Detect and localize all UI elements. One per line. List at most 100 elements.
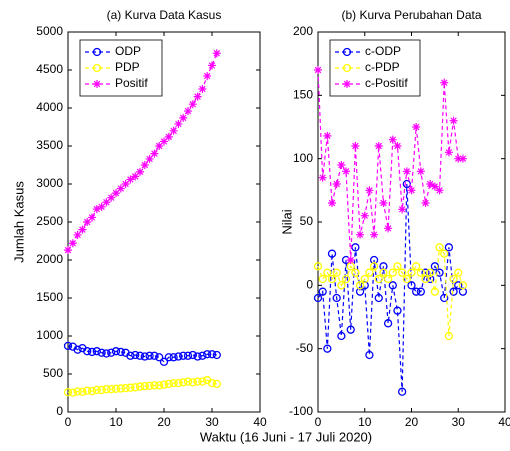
- data-point: [449, 287, 458, 296]
- data-point: [198, 377, 207, 386]
- data-point: [212, 350, 221, 360]
- data-point: [407, 268, 416, 277]
- data-point: [355, 287, 365, 296]
- x-tick-label: 0: [65, 415, 72, 429]
- data-point: [140, 161, 149, 169]
- data-point: [323, 344, 332, 353]
- data-point: [412, 287, 421, 296]
- x-tick-label: 30: [205, 415, 219, 429]
- data-point: [188, 100, 197, 109]
- data-point: [136, 167, 144, 176]
- y-tick-label: 1000: [36, 328, 63, 342]
- data-point: [107, 385, 116, 394]
- data-point: [150, 381, 159, 390]
- y-tick-label: 3000: [36, 176, 63, 190]
- data-point: [379, 268, 388, 277]
- data-point: [68, 239, 77, 248]
- data-point: [164, 132, 173, 141]
- data-point: [351, 142, 360, 150]
- data-point: [458, 281, 468, 290]
- data-point: [111, 347, 121, 356]
- data-point: [140, 382, 149, 391]
- data-point: [342, 167, 351, 176]
- y-tick-label: 2500: [36, 214, 63, 228]
- x-tick-label: 20: [405, 415, 419, 429]
- data-point: [449, 274, 458, 284]
- data-point: [388, 135, 397, 144]
- data-point: [150, 149, 159, 158]
- data-point: [313, 293, 323, 303]
- data-point: [337, 281, 346, 290]
- data-point: [426, 180, 435, 188]
- data-point: [155, 142, 164, 150]
- data-point: [360, 211, 369, 220]
- data-point: [374, 142, 383, 150]
- data-point: [369, 262, 379, 271]
- y-tick-label: 50: [300, 214, 314, 228]
- data-point: [346, 325, 355, 334]
- data-point: [193, 92, 202, 101]
- data-point: [314, 66, 322, 74]
- data-point: [97, 385, 106, 395]
- data-point: [351, 268, 360, 277]
- data-point: [374, 293, 383, 303]
- data-point: [435, 186, 444, 195]
- y-tick-label: 4000: [36, 100, 63, 114]
- data-point: [116, 384, 125, 393]
- data-point: [444, 331, 454, 341]
- data-point: [360, 274, 369, 284]
- data-point: [174, 352, 183, 361]
- data-point: [78, 387, 87, 397]
- data-point: [145, 154, 154, 163]
- data-point: [393, 306, 402, 315]
- data-point: [379, 262, 388, 271]
- data-point: [126, 175, 135, 184]
- data-point: [97, 348, 106, 357]
- data-point: [169, 126, 178, 135]
- data-point: [83, 218, 92, 226]
- data-point: [131, 172, 140, 181]
- legend-marker: [343, 80, 351, 88]
- data-point: [111, 384, 121, 393]
- data-point: [407, 186, 416, 195]
- y-tick-label: 0: [306, 278, 313, 292]
- data-point: [458, 154, 467, 163]
- data-point: [135, 351, 145, 360]
- data-point: [155, 353, 164, 362]
- data-point: [184, 107, 192, 116]
- data-point: [174, 378, 183, 388]
- series-line: [67, 345, 217, 363]
- data-point: [397, 268, 407, 277]
- data-point: [346, 256, 355, 264]
- data-point: [426, 268, 435, 277]
- data-point: [318, 287, 327, 296]
- data-point: [323, 268, 332, 277]
- data-point: [203, 350, 212, 359]
- data-point: [198, 85, 207, 93]
- data-point: [337, 161, 346, 169]
- data-point: [402, 167, 411, 176]
- data-point: [92, 347, 101, 356]
- legend-marker: [342, 47, 352, 57]
- data-point: [402, 274, 411, 284]
- data-point: [179, 351, 188, 360]
- data-point: [327, 274, 337, 284]
- data-point: [92, 385, 101, 395]
- data-point: [164, 353, 173, 362]
- y-tick-label: -50: [296, 341, 314, 355]
- legend-label: c-Positif: [365, 76, 408, 90]
- data-point: [337, 331, 346, 341]
- data-point: [169, 378, 178, 388]
- data-point: [131, 383, 140, 392]
- y-axis-label: Jumlah Kasus: [11, 181, 26, 263]
- data-point: [421, 199, 430, 207]
- data-point: [435, 243, 444, 252]
- data-point: [64, 246, 72, 255]
- data-point: [73, 230, 82, 239]
- data-point: [212, 379, 221, 389]
- data-point: [444, 148, 453, 157]
- y-tick-label: 100: [293, 151, 313, 165]
- data-point: [164, 379, 173, 389]
- data-point: [159, 380, 169, 389]
- data-point: [179, 113, 188, 122]
